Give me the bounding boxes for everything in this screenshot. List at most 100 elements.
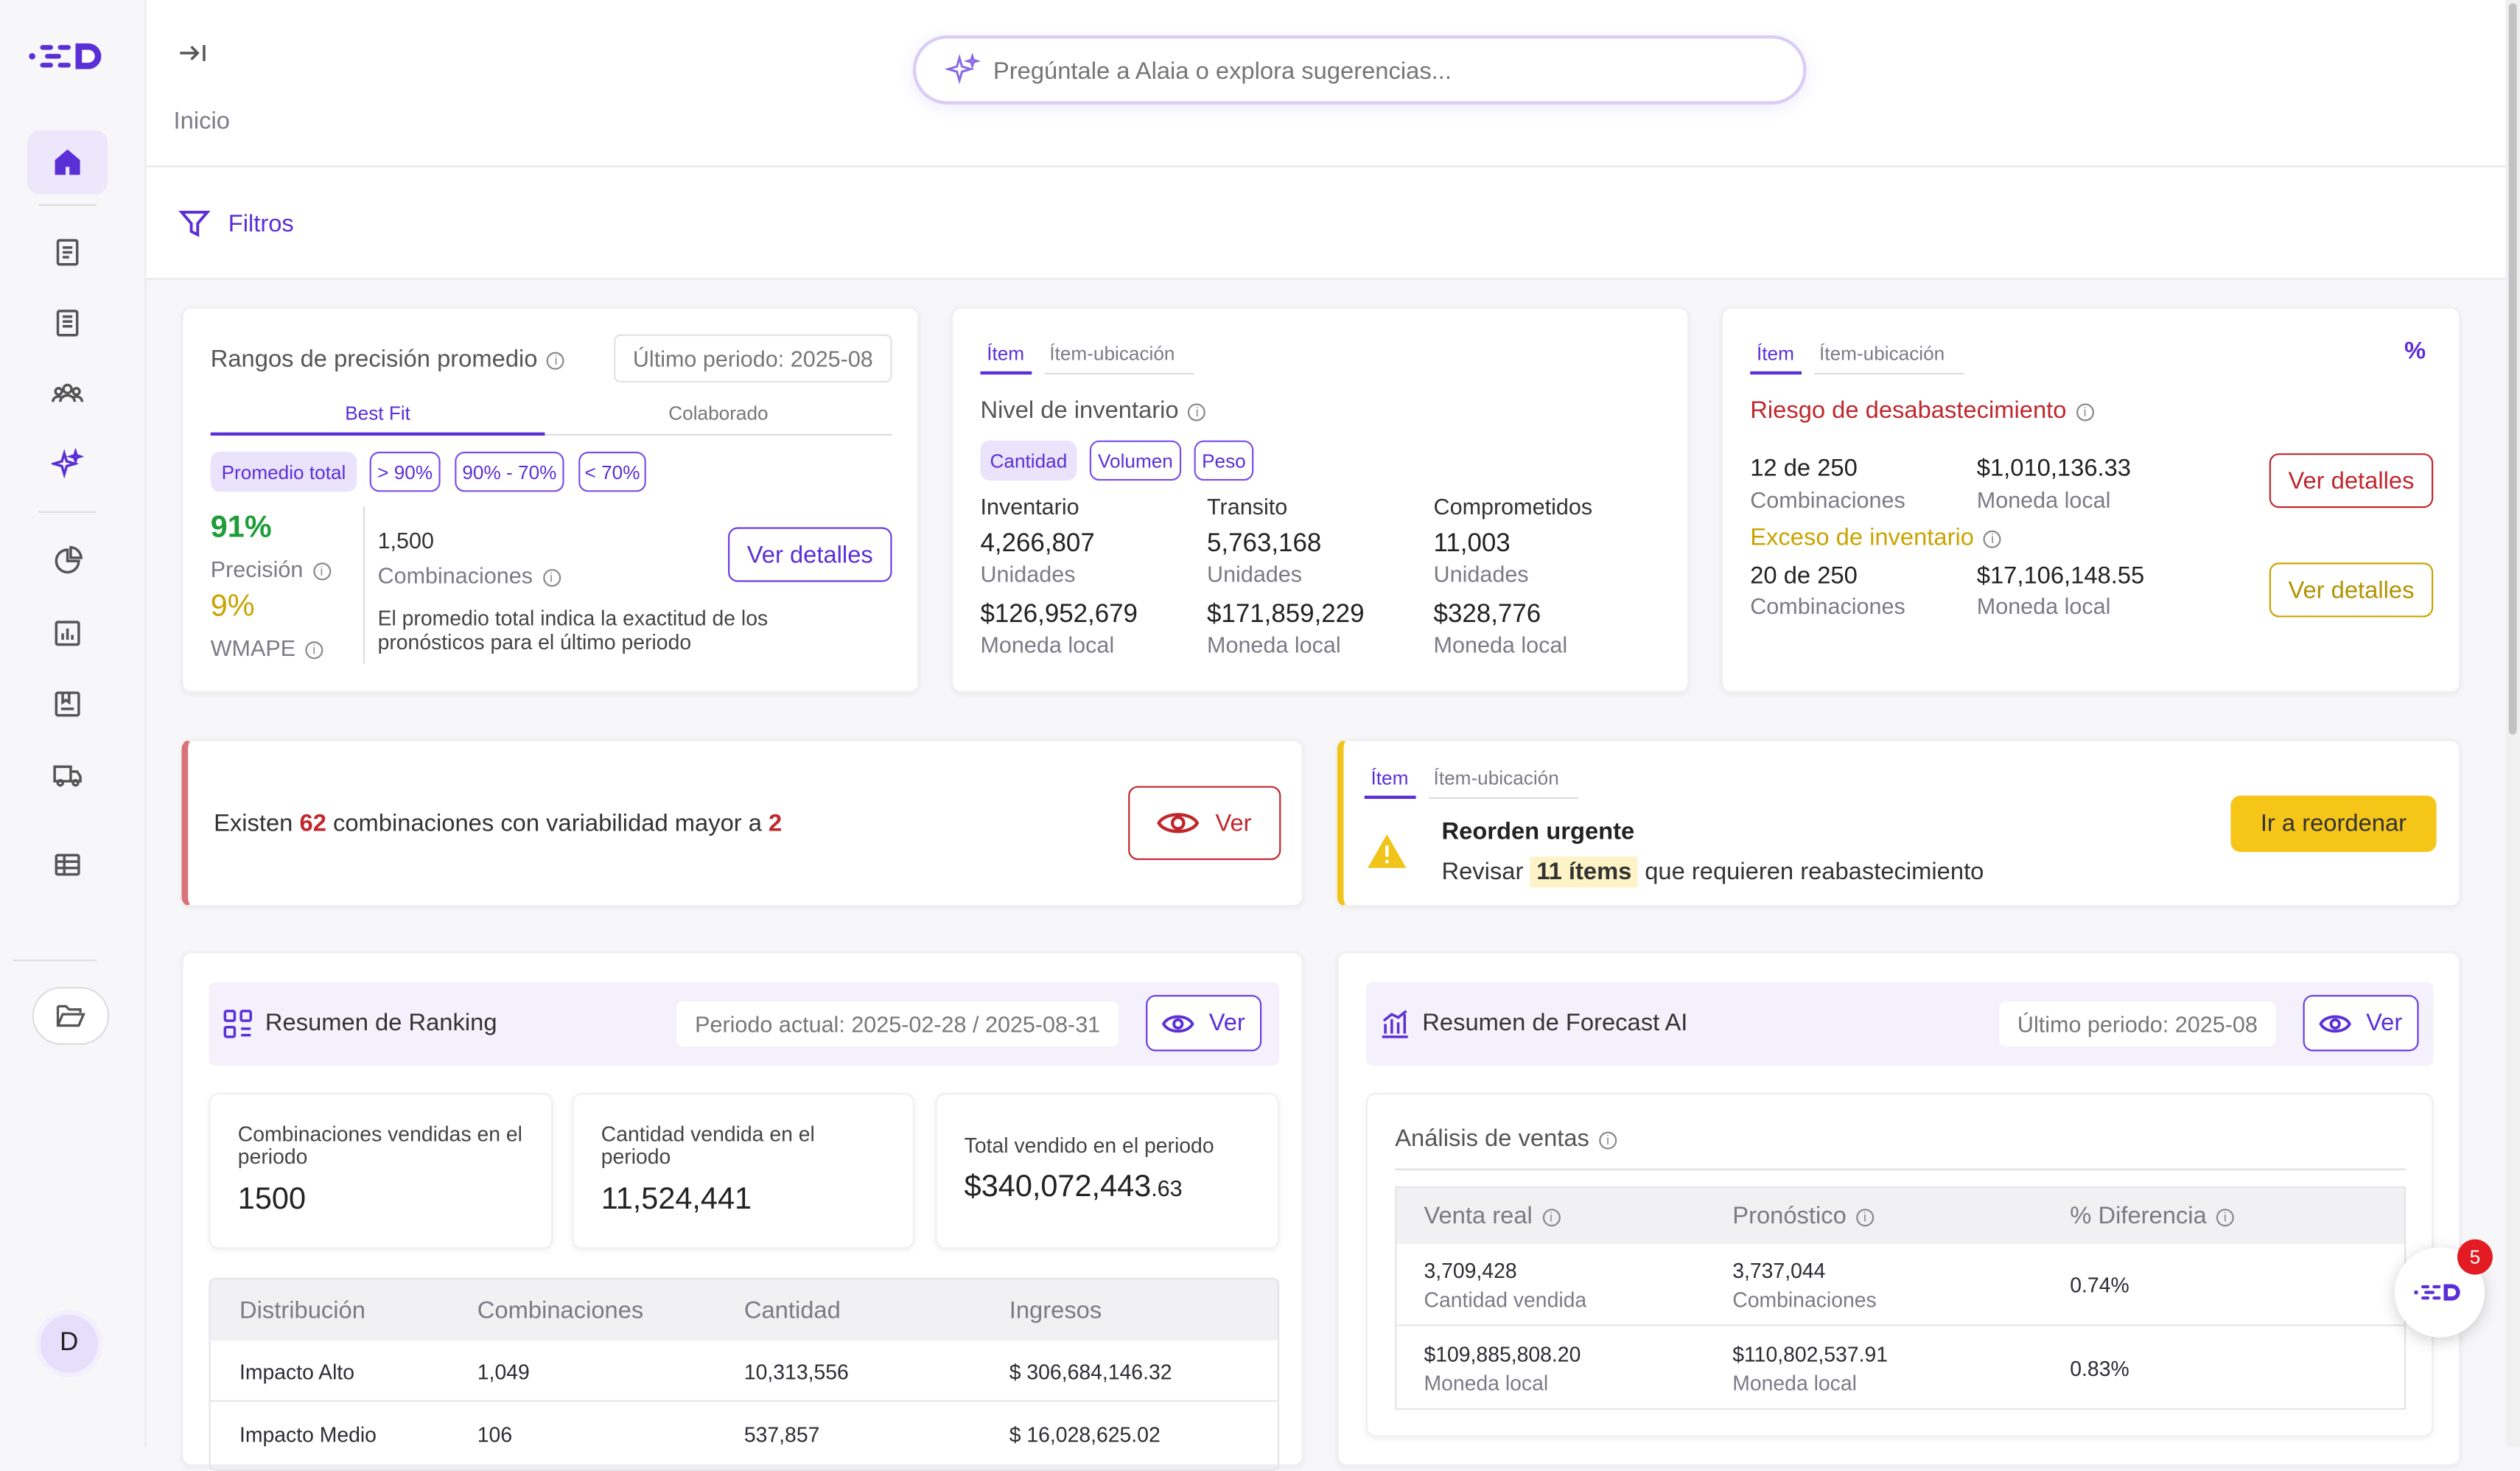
money-value: $171,859,229 xyxy=(1207,601,1365,629)
tab-item-location[interactable]: Ítem-ubicación xyxy=(1049,342,1175,366)
chip-cantidad[interactable]: Cantidad xyxy=(980,440,1077,481)
forecast-view-button[interactable]: Ver xyxy=(2303,995,2419,1052)
units-value: 5,763,168 xyxy=(1207,530,1322,558)
tab-best-fit[interactable]: Best Fit xyxy=(345,402,410,424)
brand-logo-icon[interactable] xyxy=(27,38,111,74)
info-icon[interactable]: i xyxy=(2216,1208,2234,1226)
stockout-money-label: Moneda local xyxy=(1976,486,2111,513)
bar-report-icon xyxy=(55,621,80,646)
variability-view-button[interactable]: Ver xyxy=(1128,786,1281,860)
wmape-label: WMAPE i xyxy=(211,635,323,660)
variability-threshold: 2 xyxy=(769,810,783,838)
table-header: % Diferencia i xyxy=(2070,1202,2234,1230)
sidebar-item-users[interactable] xyxy=(27,362,108,426)
table-cell: 3,709,428 xyxy=(1424,1258,1517,1283)
info-icon[interactable]: i xyxy=(305,640,323,659)
forecast-table: Venta real i Pronóstico i % Diferencia i 3,… xyxy=(1395,1186,2407,1410)
money-label: Moneda local xyxy=(980,632,1115,658)
sparkles-icon xyxy=(945,52,981,85)
document-list-icon xyxy=(56,310,79,337)
eye-icon xyxy=(1162,1014,1195,1033)
kpi-card: Cantidad vendida en el periodo 11,524,44… xyxy=(572,1093,915,1249)
inventory-column: Transito 5,763,168 Unidades $171,859,229… xyxy=(1207,494,1416,657)
units-value: 11,003 xyxy=(1433,530,1511,558)
chip-90-70[interactable]: 90% - 70% xyxy=(455,451,564,492)
table-row[interactable]: 3,709,428 Cantidad vendida 3,737,044 Com… xyxy=(1396,1244,2404,1327)
info-icon[interactable]: i xyxy=(1984,529,2002,548)
scrollbar-thumb[interactable] xyxy=(2508,3,2517,735)
percent-toggle[interactable]: % xyxy=(2404,338,2426,366)
ranking-view-button[interactable]: Ver xyxy=(1146,995,1262,1052)
table-row[interactable]: $109,885,808.20 Moneda local $110,802,53… xyxy=(1396,1328,2404,1410)
precision-details-button[interactable]: Ver detalles xyxy=(728,527,892,582)
search-bar[interactable] xyxy=(912,35,1807,105)
kpi-value: 11,524,441 xyxy=(601,1183,752,1217)
info-icon[interactable]: i xyxy=(1855,1208,1874,1226)
tab-item-location[interactable]: Ítem-ubicación xyxy=(1819,342,1945,366)
sidebar-folder-button[interactable] xyxy=(32,987,110,1045)
inventory-column: Comprometidos 11,003 Unidades $328,776 M… xyxy=(1434,494,1643,657)
sidebar-item-catalog[interactable] xyxy=(27,672,108,736)
table-cell: $ 16,028,625.02 xyxy=(1009,1422,1161,1447)
tab-item[interactable]: Ítem xyxy=(1371,766,1409,789)
sidebar-item-home[interactable] xyxy=(27,130,108,195)
table-row[interactable]: Impacto Alto 1,049 10,313,556 $ 306,684,… xyxy=(210,1341,1278,1402)
folder-open-icon xyxy=(56,1004,85,1027)
excess-count: 20 de 250 xyxy=(1750,562,1858,590)
document-icon xyxy=(56,239,79,266)
combinations-value: 1,500 xyxy=(377,527,435,553)
breadcrumb[interactable]: Inicio xyxy=(173,108,230,136)
stockout-count-label: Combinaciones xyxy=(1750,486,1905,513)
reorder-button[interactable]: Ir a reordenar xyxy=(2230,795,2437,852)
bar-chart-icon xyxy=(1382,1010,1408,1038)
sidebar-item-analytics[interactable] xyxy=(27,529,108,593)
chip-promedio-total[interactable]: Promedio total xyxy=(210,451,357,492)
chip-peso[interactable]: Peso xyxy=(1194,440,1254,481)
wmape-value: 9% xyxy=(210,590,255,624)
info-icon[interactable]: i xyxy=(1541,1208,1560,1226)
users-icon xyxy=(52,383,83,402)
table-row[interactable]: Impacto Medio 106 537,857 $ 16,028,625.0… xyxy=(211,1403,1278,1464)
search-input[interactable] xyxy=(993,52,1765,88)
info-icon[interactable]: i xyxy=(542,568,561,587)
chip-volumen[interactable]: Volumen xyxy=(1089,440,1182,481)
info-icon[interactable]: i xyxy=(1599,1131,1617,1149)
precision-card: Rangos de precisión promedio i Último per… xyxy=(181,307,920,693)
table-header: Distribución xyxy=(239,1297,365,1325)
tab-colaborado[interactable]: Colaborado xyxy=(668,402,769,424)
table-cell: Impacto Medio xyxy=(239,1422,377,1447)
stockout-title: Riesgo de desabastecimiento i xyxy=(1750,397,2094,424)
reorder-title: Reorden urgente xyxy=(1441,818,1635,846)
tab-item-location[interactable]: Ítem-ubicación xyxy=(1433,766,1559,789)
info-icon[interactable]: i xyxy=(312,562,331,580)
sidebar-item-document-list[interactable] xyxy=(27,291,108,355)
stockout-details-button[interactable]: Ver detalles xyxy=(2269,453,2434,509)
sidebar-item-document[interactable] xyxy=(27,220,108,284)
chip-above-90[interactable]: > 90% xyxy=(369,451,441,492)
tab-item[interactable]: Ítem xyxy=(1756,342,1794,366)
kpi-label: Cantidad vendida en el periodo xyxy=(601,1122,815,1169)
avatar[interactable]: D xyxy=(35,1310,103,1378)
filters-button[interactable]: Filtros xyxy=(178,204,294,242)
excess-money-label: Moneda local xyxy=(1976,593,2111,619)
info-icon[interactable]: i xyxy=(1188,402,1206,421)
collapse-arrow-icon[interactable] xyxy=(177,38,209,67)
precision-label: Precisión i xyxy=(211,556,331,582)
top-bar: Inicio xyxy=(146,0,2506,167)
sidebar-item-logistics[interactable] xyxy=(27,743,108,807)
excess-details-button[interactable]: Ver detalles xyxy=(2269,562,2434,618)
chip-below-70[interactable]: < 70% xyxy=(578,451,646,492)
sidebar-item-ai[interactable] xyxy=(27,433,108,497)
column-label: Comprometidos xyxy=(1433,493,1593,520)
info-icon[interactable]: i xyxy=(2076,402,2094,421)
reorder-card: Ítem Ítem-ubicación Reorden urgente Revi… xyxy=(1337,739,2461,907)
info-icon[interactable]: i xyxy=(547,351,565,369)
table-cell-label: Cantidad vendida xyxy=(1424,1287,1587,1312)
sidebar-item-tables[interactable] xyxy=(27,833,108,897)
reorder-text: Revisar 11 ítems que requieren reabastec… xyxy=(1441,856,1984,887)
sidebar-item-reports[interactable] xyxy=(27,601,108,665)
table-header: Venta real i xyxy=(1424,1202,1560,1230)
tab-item[interactable]: Ítem xyxy=(987,342,1025,366)
precision-title: Rangos de precisión promedio i xyxy=(211,346,565,373)
precision-period: Último periodo: 2025-08 xyxy=(614,334,892,383)
